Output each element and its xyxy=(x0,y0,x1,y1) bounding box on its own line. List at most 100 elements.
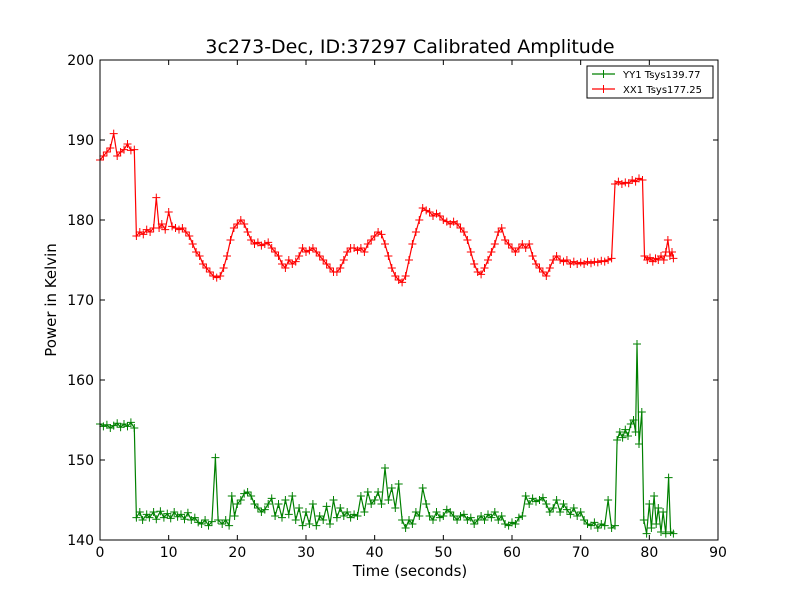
data-point xyxy=(439,216,448,224)
data-point xyxy=(339,256,348,264)
data-point xyxy=(663,236,672,244)
data-point xyxy=(449,512,458,520)
data-point xyxy=(638,176,647,184)
data-point xyxy=(435,212,444,220)
x-tick-label: 40 xyxy=(366,545,384,561)
data-point xyxy=(302,508,310,516)
y-tick-label: 190 xyxy=(67,133,94,149)
y-axis-label: Power in Kelvin xyxy=(42,243,60,357)
data-point xyxy=(573,512,582,520)
legend-label: YY1 Tsys139.77 xyxy=(622,70,701,81)
data-point xyxy=(350,510,359,519)
data-point xyxy=(453,220,462,228)
data-point xyxy=(377,500,386,508)
y-tick-label: 160 xyxy=(67,373,94,389)
data-point xyxy=(227,492,236,500)
series-1 xyxy=(96,129,678,287)
data-point xyxy=(346,513,355,522)
data-point xyxy=(381,240,389,248)
data-point xyxy=(654,504,663,512)
data-point xyxy=(532,497,540,506)
data-point xyxy=(490,240,499,248)
data-point xyxy=(453,516,462,524)
x-tick-label: 70 xyxy=(572,545,590,561)
data-point xyxy=(329,496,338,504)
data-point xyxy=(621,178,630,187)
data-point xyxy=(271,248,280,256)
data-point xyxy=(637,408,646,416)
data-point xyxy=(542,500,551,508)
data-point xyxy=(669,254,678,263)
x-tick-label: 90 xyxy=(709,545,727,561)
data-point xyxy=(223,252,231,260)
y-tick-label: 170 xyxy=(67,293,94,309)
data-point xyxy=(408,520,417,528)
data-point xyxy=(250,240,259,248)
data-point xyxy=(240,489,249,498)
data-point xyxy=(194,518,203,527)
data-point xyxy=(538,493,547,502)
data-point xyxy=(130,145,139,154)
data-point xyxy=(494,228,503,236)
data-point xyxy=(264,500,273,508)
data-point xyxy=(226,236,235,244)
data-point xyxy=(356,244,365,252)
data-point xyxy=(664,473,673,482)
data-point xyxy=(291,516,300,524)
data-point xyxy=(477,512,486,520)
data-point xyxy=(593,524,602,532)
data-point xyxy=(545,508,554,516)
data-point xyxy=(511,248,520,256)
data-point xyxy=(281,264,290,272)
data-point xyxy=(188,240,197,248)
data-point xyxy=(511,520,520,528)
data-point xyxy=(370,496,379,504)
data-point xyxy=(130,424,139,432)
data-point xyxy=(556,256,565,264)
data-point xyxy=(501,520,510,528)
data-point xyxy=(497,512,506,520)
data-point xyxy=(288,492,297,500)
data-point xyxy=(422,206,431,215)
data-point xyxy=(618,433,627,442)
data-point xyxy=(384,496,393,504)
data-point xyxy=(657,528,665,536)
data-point xyxy=(216,272,225,280)
data-point xyxy=(205,268,214,276)
data-point xyxy=(250,500,259,508)
data-point xyxy=(175,225,183,234)
data-point xyxy=(156,507,165,516)
data-point xyxy=(221,516,230,524)
data-point xyxy=(123,422,132,431)
data-point xyxy=(99,152,108,160)
data-point xyxy=(312,248,321,256)
data-point xyxy=(631,177,640,186)
data-point xyxy=(102,148,111,156)
data-point xyxy=(113,419,122,428)
x-axis-label: Time (seconds) xyxy=(352,562,468,580)
data-point xyxy=(230,512,239,520)
data-point xyxy=(233,500,242,508)
data-point xyxy=(253,238,262,247)
data-point xyxy=(473,516,482,524)
data-point xyxy=(387,484,396,492)
data-point xyxy=(593,258,602,267)
data-point xyxy=(629,416,638,424)
legend-box xyxy=(586,65,714,99)
data-point xyxy=(236,216,245,224)
data-point xyxy=(192,248,201,256)
x-tick-label: 30 xyxy=(297,545,315,561)
data-point xyxy=(411,508,420,516)
data-point xyxy=(470,520,479,528)
data-point xyxy=(508,244,516,252)
data-point xyxy=(295,504,304,512)
data-point xyxy=(120,145,128,154)
data-point xyxy=(669,529,678,538)
data-point xyxy=(535,264,544,272)
data-point xyxy=(171,224,180,232)
data-point xyxy=(398,278,407,287)
data-point xyxy=(617,180,626,188)
data-point xyxy=(528,494,537,503)
data-point xyxy=(497,224,506,232)
data-point xyxy=(343,248,352,256)
